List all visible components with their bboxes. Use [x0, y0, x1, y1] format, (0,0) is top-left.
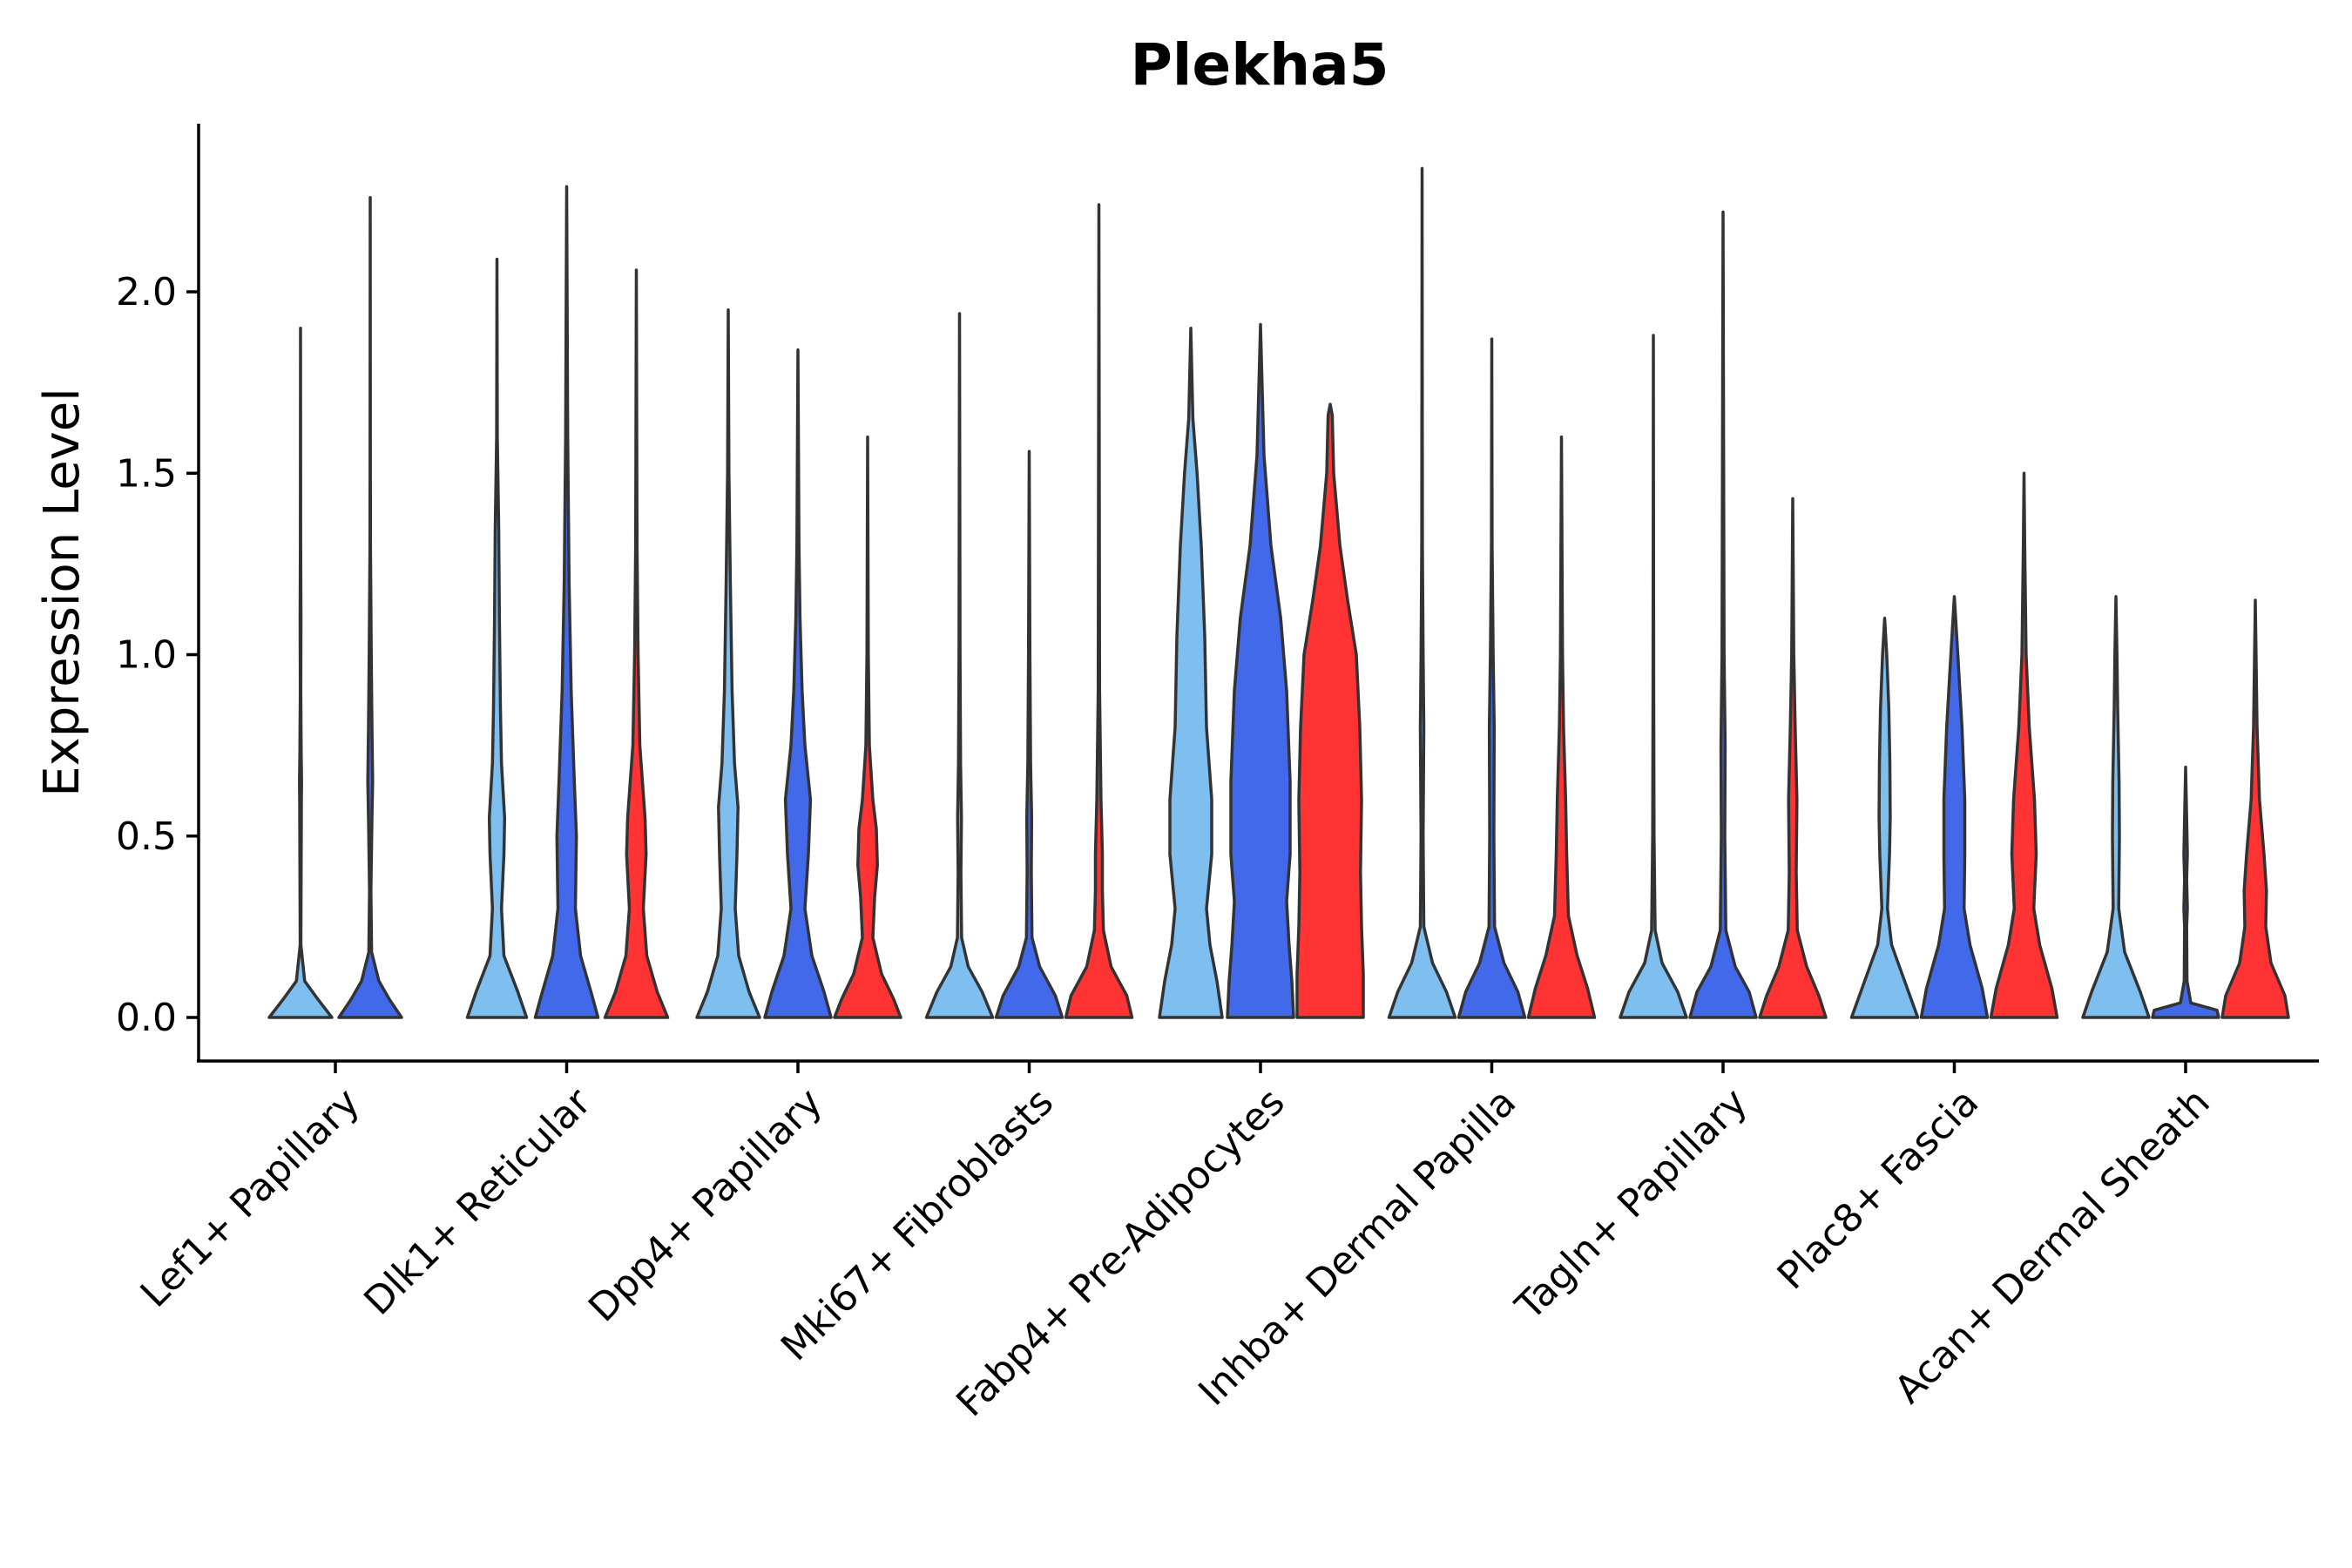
violin-4-2 — [994, 449, 1064, 1019]
violin-2-3 — [603, 268, 670, 1019]
x-tick-label: Plac8+ Fascia — [1769, 1080, 1988, 1299]
violin-8-3 — [1989, 471, 2059, 1019]
violin-5-1 — [1158, 326, 1224, 1019]
violin-1-2 — [337, 195, 403, 1019]
x-tick-label: Lef1+ Papillary — [132, 1080, 368, 1316]
violin-9-3 — [2220, 598, 2290, 1019]
chart-title: Plekha5 — [1130, 31, 1389, 98]
violin-5-2 — [1226, 322, 1295, 1019]
violin-2-1 — [465, 257, 529, 1019]
violin-3-2 — [763, 348, 833, 1019]
y-tick-label: 0.5 — [116, 814, 177, 859]
y-tick-label: 2.0 — [116, 270, 177, 314]
violin-9-1 — [2081, 595, 2151, 1019]
x-tick-label: Dlk1+ Reticular — [355, 1079, 600, 1324]
violin-7-3 — [1758, 497, 1828, 1019]
y-tick-label: 0.0 — [116, 996, 177, 1040]
violin-4-1 — [924, 312, 995, 1019]
y-tick-label: 1.0 — [116, 633, 177, 678]
violin-3-3 — [833, 435, 902, 1019]
violins-group — [267, 166, 2290, 1019]
violin-9-2 — [2151, 765, 2220, 1019]
violin-6-2 — [1456, 337, 1527, 1019]
x-tick-label: Dpp4+ Papillary — [580, 1080, 831, 1331]
y-axis-label: Expression Level — [34, 388, 91, 797]
violin-5-3 — [1295, 402, 1365, 1019]
y-tick-label: 1.5 — [116, 451, 177, 496]
violin-3-1 — [695, 308, 761, 1019]
violin-1-1 — [267, 326, 334, 1019]
violin-6-3 — [1526, 435, 1597, 1019]
violin-8-1 — [1849, 617, 1920, 1019]
x-tick-label: Tagln+ Papillary — [1507, 1080, 1756, 1329]
violin-6-1 — [1387, 166, 1457, 1019]
violin-8-2 — [1919, 595, 1990, 1019]
y-axis-ticks: 0.0 0.5 1.0 1.5 2.0 — [116, 270, 199, 1040]
violin-7-1 — [1619, 334, 1688, 1019]
violin-2-2 — [533, 185, 600, 1019]
violin-7-2 — [1688, 210, 1758, 1019]
violin-4-3 — [1064, 203, 1134, 1019]
